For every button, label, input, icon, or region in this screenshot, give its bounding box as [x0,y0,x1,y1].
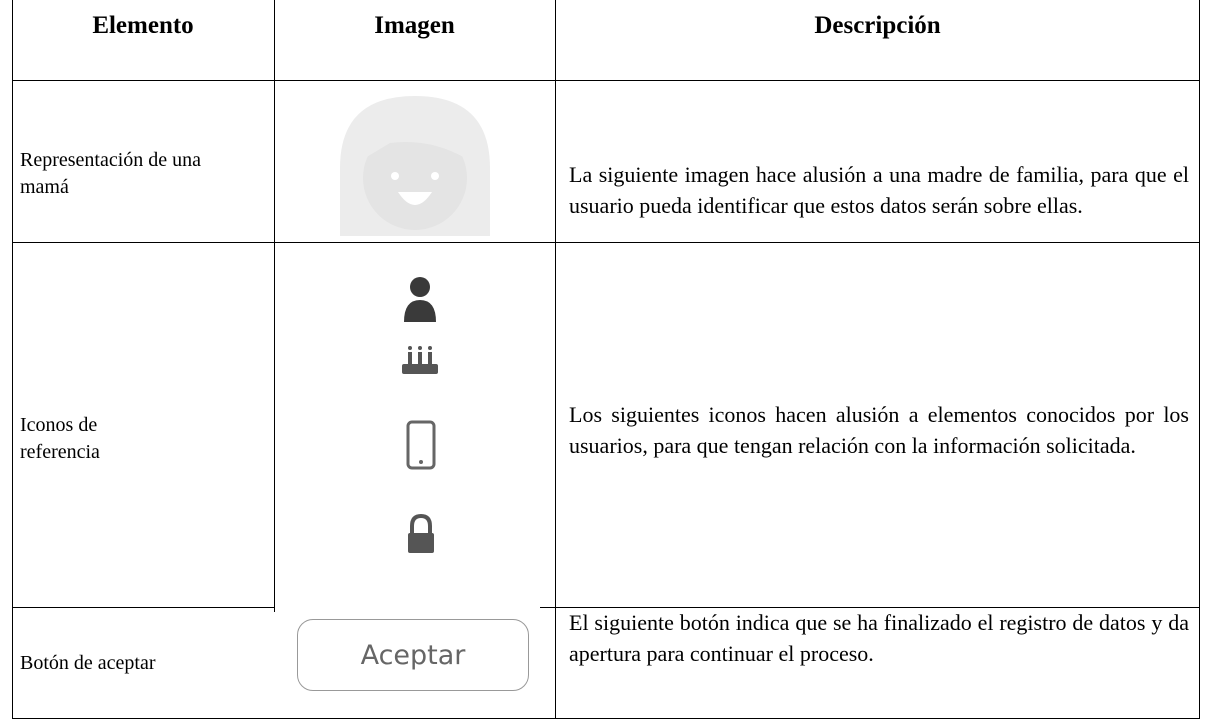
description: El siguiente botón indica que se ha fina… [569,610,1189,666]
header-cell: Elemento [92,12,194,39]
row-border [12,80,1200,81]
col-border [1199,0,1200,719]
col-border [12,0,13,719]
header-cell: Imagen [374,12,455,39]
reference-icons [402,277,438,553]
row-border [12,607,274,608]
col-border [555,0,556,719]
element-name: Iconos de referencia [20,414,100,463]
element-name: Botón de aceptar [20,652,156,674]
mom-avatar [340,96,490,236]
row-border [12,242,1200,243]
accept-button: Aceptar [297,619,529,691]
description: Los siguientes iconos hacen alusión a el… [569,402,1189,458]
row-border [540,607,1200,608]
col-border [274,0,275,612]
element-name: Representación de una mamá [20,149,202,198]
description: La siguiente imagen hace alusión a una m… [569,162,1189,218]
header-cell: Descripción [814,12,941,39]
